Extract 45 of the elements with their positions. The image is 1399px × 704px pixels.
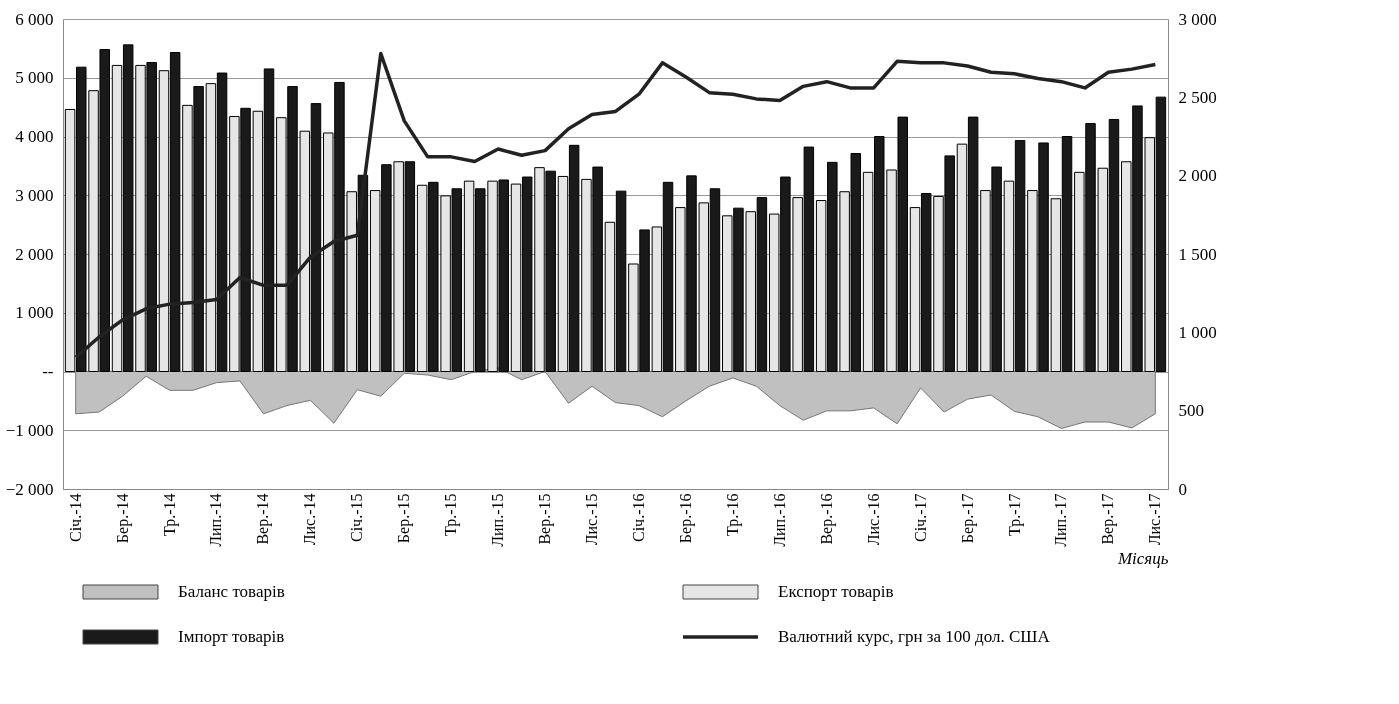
y2-tick-label: 2 500 [1178,87,1217,107]
y-tick-label: −1 000 [5,420,54,440]
y-tick-label: 5 000 [15,68,54,88]
x-tick-label: Лип.-14 [207,493,225,547]
x-tick-label: Січ.-17 [911,493,929,542]
x-tick-label: Бер.-17 [958,493,977,544]
y-tick-label: −2 000 [5,479,54,499]
legend-label: Валютний курс, грн за 100 дол. США [778,627,1051,646]
y2-tick-label: 1 500 [1178,244,1217,264]
legend-label: Імпорт товарів [178,627,285,646]
y2-tick-label: 500 [1178,401,1204,421]
x-tick-label: Січ.-16 [629,493,647,542]
y-tick-label: 3 000 [15,185,54,205]
legend-label: Баланс товарів [178,582,285,601]
x-tick-label: Бер.-15 [395,493,414,544]
y-tick-label: 1 000 [15,303,54,323]
x-tick-label: Вер.-16 [817,493,836,545]
x-tick-label: Тр.-16 [723,493,742,536]
y2-tick-label: 1 000 [1178,322,1217,342]
x-tick-label: Вер.-14 [254,493,273,545]
x-tick-label: Вер.-15 [536,493,555,545]
x-tick-label: Бер.-16 [676,493,695,544]
x-tick-label: Лис.-16 [864,493,882,546]
y2-tick-label: 0 [1178,479,1187,499]
x-tick-label: Січ.-15 [348,493,366,542]
x-tick-label: Лип.-16 [770,493,788,547]
y2-tick-label: 3 000 [1178,9,1217,29]
x-tick-label: Тр.-15 [442,493,461,536]
y-tick-label: 6 000 [15,9,54,29]
y-tick-label: 4 000 [15,127,54,146]
x-tick-label: Тр.-17 [1005,493,1024,536]
y-tick-label: 2 000 [15,244,54,264]
x-tick-label: Лип.-17 [1052,493,1070,547]
x-tick-label: Бер.-14 [113,493,132,544]
x-tick-label: Вер.-17 [1099,493,1118,545]
x-tick-label: Лис.-14 [301,493,319,546]
x-tick-label: Лис.-15 [583,493,601,546]
x-tick-label: Тр.-14 [160,493,179,536]
x-tick-label: Лип.-15 [489,493,507,547]
x-axis-title: Місяць [1116,548,1169,568]
legend-label: Експорт товарів [778,582,894,601]
x-tick-label: Січ.-14 [66,493,84,542]
y-tick-label: -- [42,362,54,381]
y2-tick-label: 2 000 [1178,166,1217,186]
x-tick-label: Лис.-17 [1146,493,1164,546]
